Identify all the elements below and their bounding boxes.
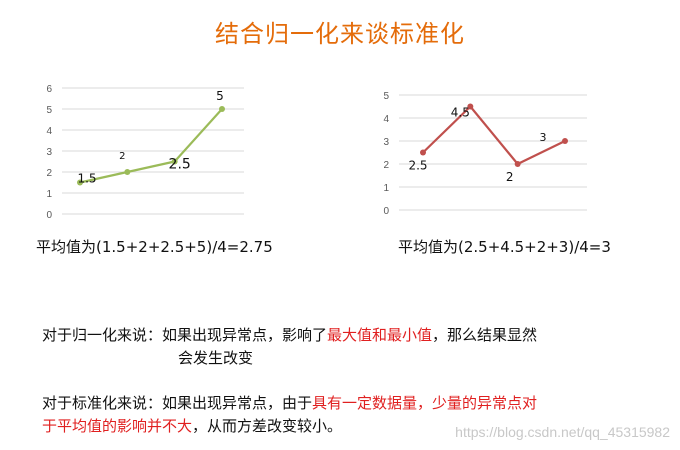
data-point	[171, 158, 178, 165]
data-point	[467, 103, 474, 110]
data-label: 4.5	[451, 106, 470, 120]
line-chart-standardization: 0 1 2 3 4 5 2.5 4.5 2 3	[383, 91, 587, 217]
y-tick-label: 5	[46, 105, 52, 116]
data-label: 2.5	[169, 157, 191, 173]
data-point	[77, 179, 83, 186]
para2-tail: ，从而方差改变较小。	[192, 417, 343, 435]
y-tick-label: 1	[383, 183, 389, 194]
para1-lead: 对于归一化来说：如果出现异常点，影响了	[42, 326, 328, 344]
formula-left: 平均值为(1.5+2+2.5+5)/4=2.75	[36, 238, 273, 256]
y-tick-label: 6	[46, 84, 52, 95]
y-tick-label: 2	[383, 160, 389, 171]
data-label: 3	[540, 131, 547, 144]
y-tick-label: 0	[46, 210, 52, 221]
formula-right: 平均值为(2.5+4.5+2+3)/4=3	[398, 238, 611, 256]
data-point	[219, 106, 225, 112]
y-tick-label: 2	[46, 168, 52, 179]
data-label: 2	[506, 170, 514, 184]
data-label: 1.5	[77, 172, 96, 186]
data-label: 5	[216, 89, 224, 103]
normalization-paragraph: 对于归一化来说：如果出现异常点，影响了最大值和最小值，那么结果显然 会发生改变	[42, 324, 662, 370]
para1-line2: 会发生改变	[178, 349, 254, 367]
data-point	[562, 138, 568, 144]
y-tick-label: 5	[383, 91, 389, 102]
y-tick-label: 3	[46, 147, 52, 158]
para1-highlight: 最大值和最小值	[327, 326, 433, 344]
page-title: 结合归一化来谈标准化	[215, 20, 465, 48]
data-point	[420, 149, 426, 156]
standardization-paragraph: 对于标准化来说：如果出现异常点，由于具有一定数据量，少量的异常点对 于平均值的影…	[42, 392, 662, 438]
y-tick-label: 4	[46, 126, 52, 137]
para1-tail: ，那么结果显然	[432, 326, 538, 344]
data-label: 2	[119, 151, 125, 162]
y-tick-label: 1	[46, 189, 52, 200]
series-line	[79, 108, 223, 184]
para2-highlight-1: 具有一定数据量，少量的异常点对	[312, 394, 538, 412]
data-point	[124, 169, 131, 175]
data-point	[514, 161, 521, 167]
data-label: 2.5	[408, 159, 427, 173]
y-tick-label: 4	[383, 114, 389, 125]
y-tick-label: 0	[383, 206, 389, 217]
y-tick-label: 3	[383, 137, 389, 148]
watermark: https://blog.csdn.net/qq_45315982	[455, 424, 670, 440]
para2-lead: 对于标准化来说：如果出现异常点，由于	[42, 394, 313, 412]
para2-highlight-2: 于平均值的影响并不大	[42, 417, 193, 435]
series-line	[422, 105, 566, 166]
line-chart-normalization: 0 1 2 3 4 5 6 1.5 2 2.5 5	[46, 84, 244, 221]
